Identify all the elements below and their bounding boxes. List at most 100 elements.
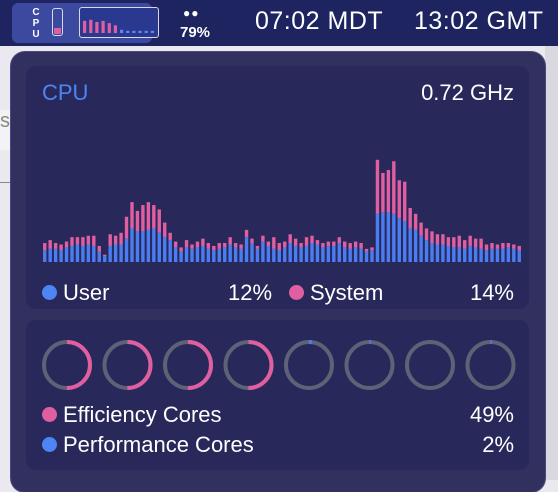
cpu-status-item[interactable]: C P U <box>12 3 159 43</box>
background-window-edge: s <box>0 110 10 150</box>
system-bar <box>348 243 352 249</box>
user-bar <box>386 212 391 262</box>
performance-dot-icon <box>42 437 57 452</box>
menu-bar: C P U ●● 79% 07:02 MDT 13:02 GMT <box>0 0 558 46</box>
mini-history-bar <box>138 30 142 33</box>
mini-history-bar <box>95 22 99 33</box>
system-bar <box>430 231 434 244</box>
system-bar <box>343 241 347 248</box>
user-bar <box>97 251 101 262</box>
system-bar <box>244 229 249 238</box>
user-bar <box>506 247 511 262</box>
user-bar <box>201 245 205 262</box>
mini-history-bar <box>132 30 136 33</box>
system-bar <box>272 237 276 249</box>
user-bar <box>217 248 221 262</box>
system-bar <box>408 207 412 229</box>
user-bar <box>463 248 467 262</box>
user-bar <box>490 248 494 262</box>
system-bar <box>310 235 314 244</box>
user-bar <box>348 248 352 262</box>
user-bar <box>397 218 401 262</box>
user-bar <box>441 244 445 262</box>
user-bar <box>299 247 303 262</box>
user-bar <box>304 245 309 262</box>
system-bar <box>463 240 467 249</box>
user-bar <box>146 229 151 262</box>
system-bar <box>424 228 429 241</box>
user-bar <box>86 244 91 262</box>
user-bar <box>370 250 374 262</box>
efficiency-value: 49% <box>469 402 514 427</box>
system-bar <box>381 172 385 213</box>
system-bar <box>315 240 320 245</box>
system-bar <box>326 241 331 246</box>
system-bar <box>59 244 63 251</box>
system-bar <box>370 247 374 251</box>
system-bar <box>359 243 363 249</box>
user-bar <box>457 247 461 262</box>
efficiency-core-ring <box>223 340 274 390</box>
system-bar <box>212 245 216 251</box>
battery-percent[interactable]: 79% <box>180 24 211 41</box>
clock-local-time[interactable]: 07:02 MDT <box>255 7 384 35</box>
mini-history-bar <box>126 30 130 33</box>
system-bar <box>261 235 265 242</box>
user-bar <box>173 247 178 262</box>
system-bar <box>506 243 511 248</box>
user-bar <box>310 243 314 262</box>
user-bar <box>321 247 325 262</box>
system-bar <box>130 202 134 229</box>
system-bar <box>479 238 483 249</box>
user-bar <box>124 238 129 262</box>
clock-utc-time[interactable]: 13:02 GMT <box>414 7 544 35</box>
system-bar <box>375 159 380 214</box>
user-bar <box>272 248 276 262</box>
system-bar <box>195 241 200 248</box>
system-bar <box>364 248 369 252</box>
core-ring-track <box>405 340 455 390</box>
system-bar <box>70 237 74 246</box>
system-bar <box>233 243 238 248</box>
user-bar <box>81 245 85 262</box>
system-bar <box>135 210 140 232</box>
user-bar <box>163 237 167 262</box>
user-bar <box>359 248 363 262</box>
system-bar <box>397 180 401 219</box>
user-bar <box>332 245 336 262</box>
system-bar <box>86 235 91 245</box>
system-bar <box>337 237 341 244</box>
battery-dots-icon: ●● <box>183 6 200 20</box>
user-bar <box>244 237 249 262</box>
background-window-right <box>545 46 558 480</box>
performance-value: 2% <box>482 432 514 457</box>
user-bar <box>59 250 63 262</box>
user-bar <box>135 231 140 262</box>
user-bar <box>53 248 58 262</box>
system-bar <box>163 222 167 238</box>
user-bar <box>315 244 320 262</box>
system-bar <box>332 241 336 246</box>
user-bar <box>179 251 183 262</box>
mini-history-bar <box>83 20 87 33</box>
efficiency-core-ring <box>42 340 92 390</box>
performance-label: Performance Cores <box>63 432 254 457</box>
user-bar <box>92 245 96 262</box>
system-bar <box>217 243 221 249</box>
core-ring-track <box>344 340 395 390</box>
system-bar <box>277 243 281 251</box>
user-bar <box>239 248 243 262</box>
user-bar <box>266 245 271 262</box>
efficiency-legend: Efficiency Cores <box>42 402 222 428</box>
system-bar <box>446 237 451 246</box>
system-bar <box>512 244 516 249</box>
system-bar <box>386 170 391 213</box>
user-bar <box>130 228 134 262</box>
core-ring-track <box>465 340 516 390</box>
core-ring-track <box>284 340 334 390</box>
system-bar <box>184 240 189 248</box>
user-bar <box>326 245 331 262</box>
user-bar <box>484 250 489 262</box>
system-bar <box>457 235 461 248</box>
system-bar <box>392 161 396 214</box>
